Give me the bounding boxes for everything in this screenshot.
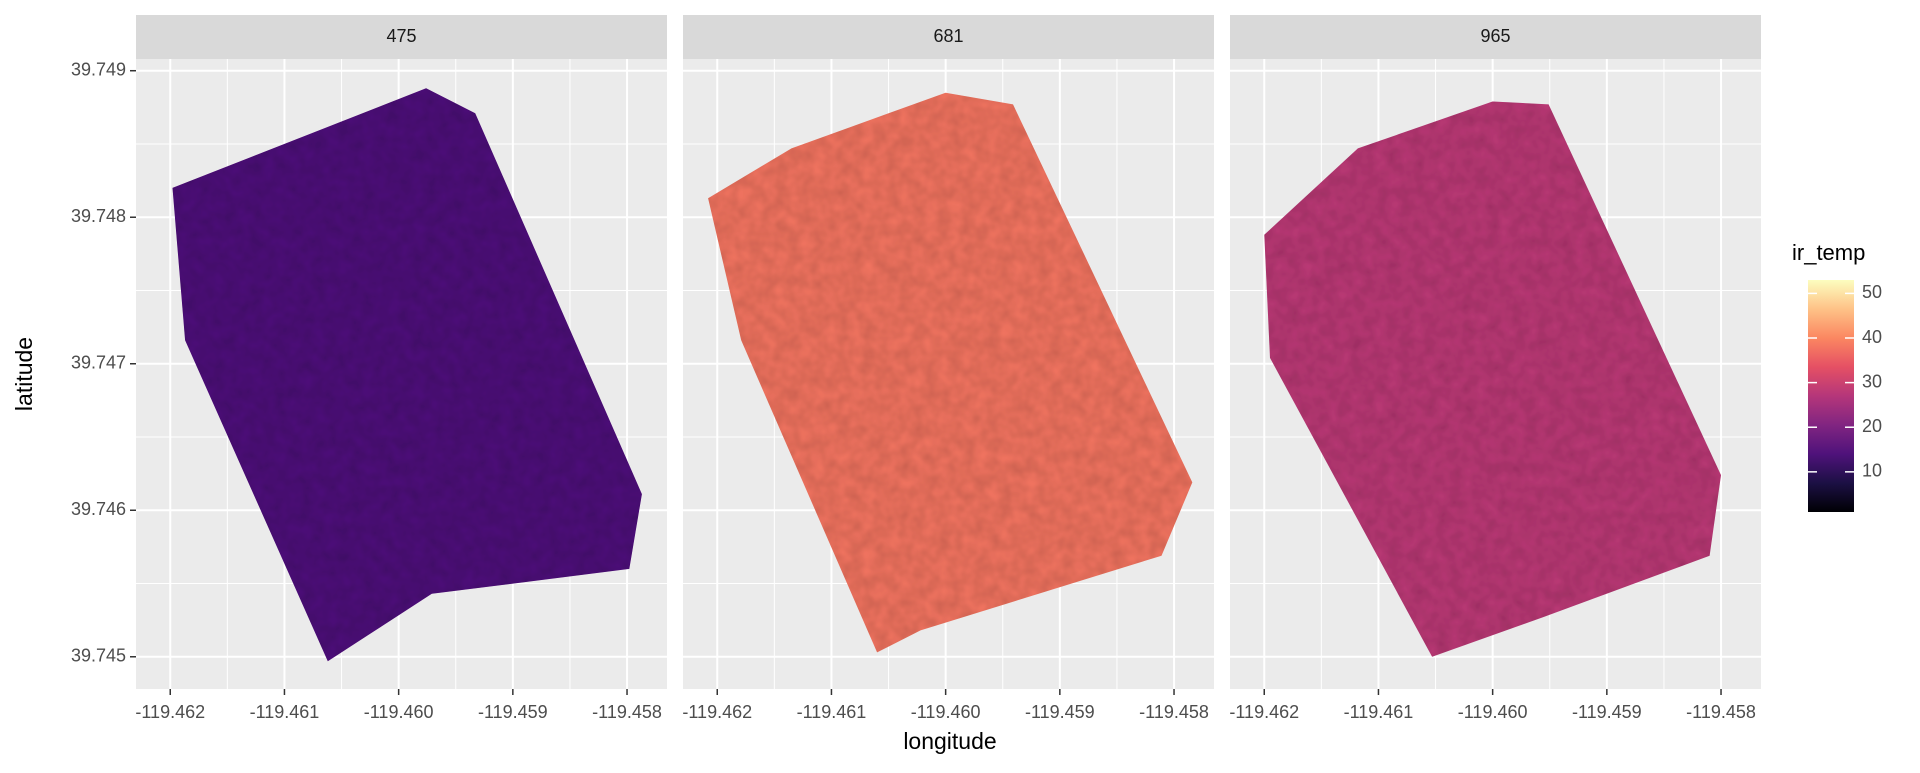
x-tick-label: -119.461 bbox=[797, 702, 867, 722]
y-tick-label: 39.749 bbox=[71, 59, 126, 79]
strip-background bbox=[683, 15, 1214, 59]
y-tick-label: 39.747 bbox=[71, 352, 126, 372]
y-tick-label: 39.745 bbox=[71, 646, 126, 666]
x-tick-label: -119.459 bbox=[1025, 702, 1095, 722]
colorbar-tick-label: 10 bbox=[1862, 461, 1882, 481]
colorbar-tick-label: 40 bbox=[1862, 327, 1882, 347]
x-tick-label: -119.458 bbox=[1686, 702, 1756, 722]
x-tick-label: -119.459 bbox=[1572, 702, 1642, 722]
legend-title: ir_temp bbox=[1792, 240, 1865, 265]
strip-label: 475 bbox=[386, 26, 416, 46]
x-tick-label: -119.458 bbox=[1139, 702, 1209, 722]
x-tick-label: -119.460 bbox=[1458, 702, 1528, 722]
y-tick-label: 39.746 bbox=[71, 499, 126, 519]
colorbar-tick-label: 50 bbox=[1862, 282, 1882, 302]
x-tick-label: -119.461 bbox=[1344, 702, 1414, 722]
strip-background bbox=[1230, 15, 1761, 59]
strip-label: 681 bbox=[933, 26, 963, 46]
x-tick-label: -119.458 bbox=[592, 702, 662, 722]
colorbar bbox=[1808, 280, 1854, 512]
x-tick-label: -119.462 bbox=[1229, 702, 1299, 722]
x-axis-title: longitude bbox=[903, 728, 996, 754]
y-axis-title: latitude bbox=[11, 337, 37, 411]
strip-background bbox=[136, 15, 667, 59]
y-tick-label: 39.748 bbox=[71, 206, 126, 226]
x-tick-label: -119.459 bbox=[478, 702, 548, 722]
colorbar-tick-label: 30 bbox=[1862, 371, 1882, 391]
raster bbox=[1264, 101, 1721, 657]
strip-label: 965 bbox=[1480, 26, 1510, 46]
raster bbox=[172, 88, 642, 662]
x-tick-label: -119.462 bbox=[682, 702, 752, 722]
x-tick-label: -119.460 bbox=[364, 702, 434, 722]
x-tick-label: -119.462 bbox=[135, 702, 205, 722]
colorbar-tick-label: 20 bbox=[1862, 416, 1882, 436]
x-tick-label: -119.461 bbox=[250, 702, 320, 722]
x-tick-label: -119.460 bbox=[911, 702, 981, 722]
raster bbox=[708, 92, 1193, 653]
